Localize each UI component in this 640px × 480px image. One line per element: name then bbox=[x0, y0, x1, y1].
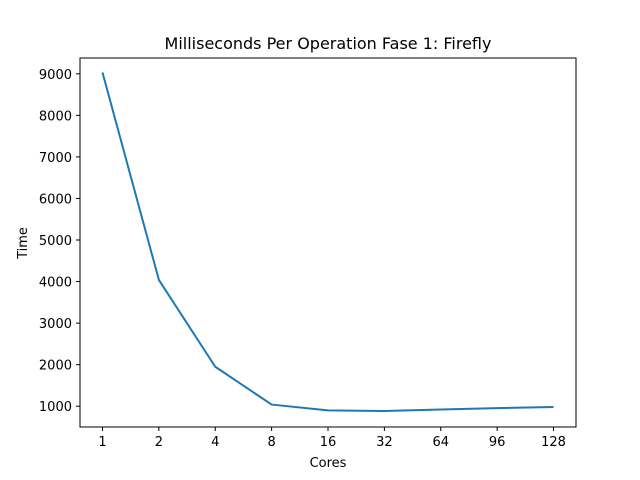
y-tick-label: 7000 bbox=[39, 151, 72, 166]
y-tick-label: 5000 bbox=[39, 234, 72, 249]
y-tick-label: 2000 bbox=[39, 359, 72, 374]
x-axis-label: Cores bbox=[310, 456, 347, 471]
x-tick-label: 64 bbox=[432, 435, 449, 450]
plot-area bbox=[101, 72, 554, 412]
x-tick-label: 32 bbox=[376, 435, 393, 450]
y-tick-label: 9000 bbox=[39, 68, 72, 83]
y-tick-label: 6000 bbox=[39, 192, 72, 207]
chart-title: Milliseconds Per Operation Fase 1: Firef… bbox=[165, 34, 492, 53]
x-tick-label: 1 bbox=[98, 435, 106, 450]
x-tick-label: 128 bbox=[541, 435, 566, 450]
x-tick-label: 8 bbox=[267, 435, 275, 450]
x-tick-label: 16 bbox=[320, 435, 337, 450]
y-tick-label: 8000 bbox=[39, 109, 72, 124]
x-tick-label: 96 bbox=[489, 435, 506, 450]
y-tick-label: 3000 bbox=[39, 317, 72, 332]
x-tick-label: 2 bbox=[155, 435, 163, 450]
y-axis: 1000 2000 3000 4000 5000 6000 7000 8000 9000 bbox=[39, 68, 80, 415]
y-axis-label: Time bbox=[16, 227, 31, 260]
x-tick-label: 4 bbox=[211, 435, 219, 450]
y-tick-label: 4000 bbox=[39, 276, 72, 291]
x-axis: 1 2 4 8 16 32 64 96 128 bbox=[98, 427, 566, 450]
y-tick-label: 1000 bbox=[39, 400, 72, 415]
